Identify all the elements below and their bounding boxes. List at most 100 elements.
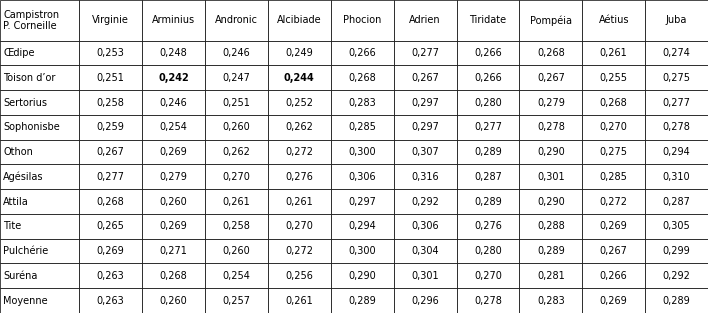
- Text: Phocion: Phocion: [343, 15, 382, 25]
- Bar: [331, 0, 394, 41]
- Text: 0,307: 0,307: [411, 147, 439, 157]
- Bar: [205, 115, 268, 140]
- Bar: [520, 140, 582, 164]
- Text: 0,276: 0,276: [474, 221, 502, 231]
- Text: 0,297: 0,297: [411, 98, 439, 108]
- Text: 0,252: 0,252: [285, 98, 314, 108]
- Bar: [582, 189, 645, 214]
- Text: 0,246: 0,246: [222, 48, 251, 58]
- Text: Othon: Othon: [3, 147, 33, 157]
- Bar: [582, 41, 645, 65]
- Text: 0,292: 0,292: [663, 271, 690, 281]
- Bar: [331, 140, 394, 164]
- Text: Attila: Attila: [3, 197, 29, 207]
- Bar: [645, 164, 708, 189]
- Text: 0,254: 0,254: [160, 122, 188, 132]
- Text: 0,269: 0,269: [160, 221, 188, 231]
- Bar: [0, 164, 79, 189]
- Bar: [645, 90, 708, 115]
- Text: 0,267: 0,267: [97, 147, 125, 157]
- Bar: [457, 164, 520, 189]
- Text: 0,300: 0,300: [348, 246, 376, 256]
- Bar: [457, 214, 520, 239]
- Text: 0,259: 0,259: [97, 122, 125, 132]
- Bar: [142, 41, 205, 65]
- Text: 0,267: 0,267: [537, 73, 565, 83]
- Text: 0,296: 0,296: [411, 295, 439, 305]
- Bar: [457, 239, 520, 264]
- Text: 0,246: 0,246: [160, 98, 188, 108]
- Text: 0,290: 0,290: [348, 271, 376, 281]
- Bar: [142, 90, 205, 115]
- Bar: [142, 65, 205, 90]
- Bar: [520, 189, 582, 214]
- Bar: [394, 288, 457, 313]
- Bar: [520, 65, 582, 90]
- Bar: [394, 264, 457, 288]
- Bar: [79, 214, 142, 239]
- Bar: [520, 0, 582, 41]
- Text: 0,289: 0,289: [474, 197, 502, 207]
- Bar: [582, 239, 645, 264]
- Bar: [79, 65, 142, 90]
- Text: 0,276: 0,276: [285, 172, 313, 182]
- Bar: [331, 90, 394, 115]
- Bar: [520, 41, 582, 65]
- Text: 0,289: 0,289: [537, 246, 565, 256]
- Bar: [645, 140, 708, 164]
- Bar: [142, 288, 205, 313]
- Bar: [394, 65, 457, 90]
- Text: 0,247: 0,247: [222, 73, 251, 83]
- Bar: [79, 140, 142, 164]
- Bar: [205, 214, 268, 239]
- Text: 0,279: 0,279: [537, 98, 565, 108]
- Bar: [268, 115, 331, 140]
- Text: 0,277: 0,277: [411, 48, 439, 58]
- Text: 0,301: 0,301: [537, 172, 565, 182]
- Text: 0,268: 0,268: [348, 73, 376, 83]
- Bar: [268, 140, 331, 164]
- Bar: [645, 0, 708, 41]
- Text: 0,249: 0,249: [285, 48, 313, 58]
- Bar: [268, 288, 331, 313]
- Bar: [142, 0, 205, 41]
- Text: 0,300: 0,300: [348, 147, 376, 157]
- Text: 0,260: 0,260: [222, 122, 251, 132]
- Bar: [457, 288, 520, 313]
- Text: 0,285: 0,285: [600, 172, 627, 182]
- Text: 0,269: 0,269: [97, 246, 125, 256]
- Bar: [79, 115, 142, 140]
- Text: 0,299: 0,299: [663, 246, 690, 256]
- Text: 0,272: 0,272: [600, 197, 628, 207]
- Bar: [142, 264, 205, 288]
- Bar: [582, 264, 645, 288]
- Bar: [331, 41, 394, 65]
- Text: Virginie: Virginie: [92, 15, 129, 25]
- Bar: [331, 239, 394, 264]
- Text: 0,277: 0,277: [97, 172, 125, 182]
- Bar: [0, 214, 79, 239]
- Bar: [457, 65, 520, 90]
- Bar: [142, 115, 205, 140]
- Text: 0,262: 0,262: [222, 147, 251, 157]
- Bar: [205, 140, 268, 164]
- Text: Sophonisbe: Sophonisbe: [3, 122, 60, 132]
- Text: 0,306: 0,306: [348, 172, 376, 182]
- Bar: [331, 264, 394, 288]
- Text: Juba: Juba: [666, 15, 687, 25]
- Text: 0,261: 0,261: [600, 48, 627, 58]
- Text: Moyenne: Moyenne: [3, 295, 48, 305]
- Text: Pulchérie: Pulchérie: [3, 246, 48, 256]
- Bar: [394, 189, 457, 214]
- Text: 0,280: 0,280: [474, 98, 502, 108]
- Bar: [394, 115, 457, 140]
- Text: 0,289: 0,289: [474, 147, 502, 157]
- Text: 0,274: 0,274: [663, 48, 690, 58]
- Text: 0,306: 0,306: [411, 221, 439, 231]
- Text: 0,270: 0,270: [600, 122, 627, 132]
- Text: 0,294: 0,294: [663, 147, 690, 157]
- Text: 0,281: 0,281: [537, 271, 565, 281]
- Bar: [394, 164, 457, 189]
- Bar: [0, 264, 79, 288]
- Bar: [582, 0, 645, 41]
